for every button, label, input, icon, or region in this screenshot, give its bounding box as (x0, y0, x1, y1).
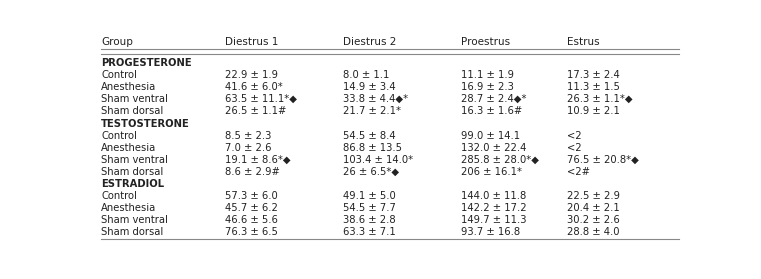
Text: 28.7 ± 2.4◆*: 28.7 ± 2.4◆* (460, 94, 527, 104)
Text: 26.3 ± 1.1*◆: 26.3 ± 1.1*◆ (567, 94, 632, 104)
Text: 54.5 ± 8.4: 54.5 ± 8.4 (342, 131, 396, 141)
Text: Anesthesia: Anesthesia (101, 82, 156, 92)
Text: Estrus: Estrus (567, 37, 600, 47)
Text: 46.6 ± 5.6: 46.6 ± 5.6 (225, 215, 278, 225)
Text: 10.9 ± 2.1: 10.9 ± 2.1 (567, 106, 619, 116)
Text: 16.9 ± 2.3: 16.9 ± 2.3 (460, 82, 514, 92)
Text: Anesthesia: Anesthesia (101, 203, 156, 213)
Text: 45.7 ± 6.2: 45.7 ± 6.2 (225, 203, 278, 213)
Text: 8.5 ± 2.3: 8.5 ± 2.3 (225, 131, 271, 141)
Text: 57.3 ± 6.0: 57.3 ± 6.0 (225, 191, 278, 201)
Text: 19.1 ± 8.6*◆: 19.1 ± 8.6*◆ (225, 155, 291, 165)
Text: 8.6 ± 2.9#: 8.6 ± 2.9# (225, 167, 280, 177)
Text: 93.7 ± 16.8: 93.7 ± 16.8 (460, 227, 520, 237)
Text: ESTRADIOL: ESTRADIOL (101, 179, 164, 189)
Text: 142.2 ± 17.2: 142.2 ± 17.2 (460, 203, 527, 213)
Text: Proestrus: Proestrus (460, 37, 510, 47)
Text: 49.1 ± 5.0: 49.1 ± 5.0 (342, 191, 396, 201)
Text: Sham dorsal: Sham dorsal (101, 106, 164, 116)
Text: Sham dorsal: Sham dorsal (101, 227, 164, 237)
Text: 11.1 ± 1.9: 11.1 ± 1.9 (460, 70, 514, 80)
Text: 33.8 ± 4.4◆*: 33.8 ± 4.4◆* (342, 94, 408, 104)
Text: Sham dorsal: Sham dorsal (101, 167, 164, 177)
Text: 144.0 ± 11.8: 144.0 ± 11.8 (460, 191, 526, 201)
Text: 7.0 ± 2.6: 7.0 ± 2.6 (225, 143, 272, 153)
Text: 38.6 ± 2.8: 38.6 ± 2.8 (342, 215, 396, 225)
Text: 22.5 ± 2.9: 22.5 ± 2.9 (567, 191, 620, 201)
Text: 285.8 ± 28.0*◆: 285.8 ± 28.0*◆ (460, 155, 539, 165)
Text: PROGESTERONE: PROGESTERONE (101, 58, 192, 68)
Text: Sham ventral: Sham ventral (101, 94, 168, 104)
Text: 149.7 ± 11.3: 149.7 ± 11.3 (460, 215, 527, 225)
Text: 76.3 ± 6.5: 76.3 ± 6.5 (225, 227, 278, 237)
Text: 99.0 ± 14.1: 99.0 ± 14.1 (460, 131, 520, 141)
Text: 21.7 ± 2.1*: 21.7 ± 2.1* (342, 106, 401, 116)
Text: <2: <2 (567, 143, 581, 153)
Text: Control: Control (101, 191, 137, 201)
Text: Anesthesia: Anesthesia (101, 143, 156, 153)
Text: 26.5 ± 1.1#: 26.5 ± 1.1# (225, 106, 286, 116)
Text: 8.0 ± 1.1: 8.0 ± 1.1 (342, 70, 389, 80)
Text: 206 ± 16.1*: 206 ± 16.1* (460, 167, 522, 177)
Text: Control: Control (101, 131, 137, 141)
Text: 103.4 ± 14.0*: 103.4 ± 14.0* (342, 155, 413, 165)
Text: Sham ventral: Sham ventral (101, 155, 168, 165)
Text: 11.3 ± 1.5: 11.3 ± 1.5 (567, 82, 619, 92)
Text: Diestrus 1: Diestrus 1 (225, 37, 279, 47)
Text: 14.9 ± 3.4: 14.9 ± 3.4 (342, 82, 396, 92)
Text: 26 ± 6.5*◆: 26 ± 6.5*◆ (342, 167, 399, 177)
Text: 41.6 ± 6.0*: 41.6 ± 6.0* (225, 82, 282, 92)
Text: Sham ventral: Sham ventral (101, 215, 168, 225)
Text: <2#: <2# (567, 167, 590, 177)
Text: 16.3 ± 1.6#: 16.3 ± 1.6# (460, 106, 522, 116)
Text: Diestrus 2: Diestrus 2 (342, 37, 396, 47)
Text: 22.9 ± 1.9: 22.9 ± 1.9 (225, 70, 278, 80)
Text: 28.8 ± 4.0: 28.8 ± 4.0 (567, 227, 619, 237)
Text: 86.8 ± 13.5: 86.8 ± 13.5 (342, 143, 402, 153)
Text: 63.3 ± 7.1: 63.3 ± 7.1 (342, 227, 396, 237)
Text: 17.3 ± 2.4: 17.3 ± 2.4 (567, 70, 619, 80)
Text: TESTOSTERONE: TESTOSTERONE (101, 119, 189, 129)
Text: 132.0 ± 22.4: 132.0 ± 22.4 (460, 143, 526, 153)
Text: 30.2 ± 2.6: 30.2 ± 2.6 (567, 215, 619, 225)
Text: Group: Group (101, 37, 133, 47)
Text: <2: <2 (567, 131, 581, 141)
Text: 63.5 ± 11.1*◆: 63.5 ± 11.1*◆ (225, 94, 297, 104)
Text: 76.5 ± 20.8*◆: 76.5 ± 20.8*◆ (567, 155, 638, 165)
Text: Control: Control (101, 70, 137, 80)
Text: 20.4 ± 2.1: 20.4 ± 2.1 (567, 203, 619, 213)
Text: 54.5 ± 7.7: 54.5 ± 7.7 (342, 203, 396, 213)
